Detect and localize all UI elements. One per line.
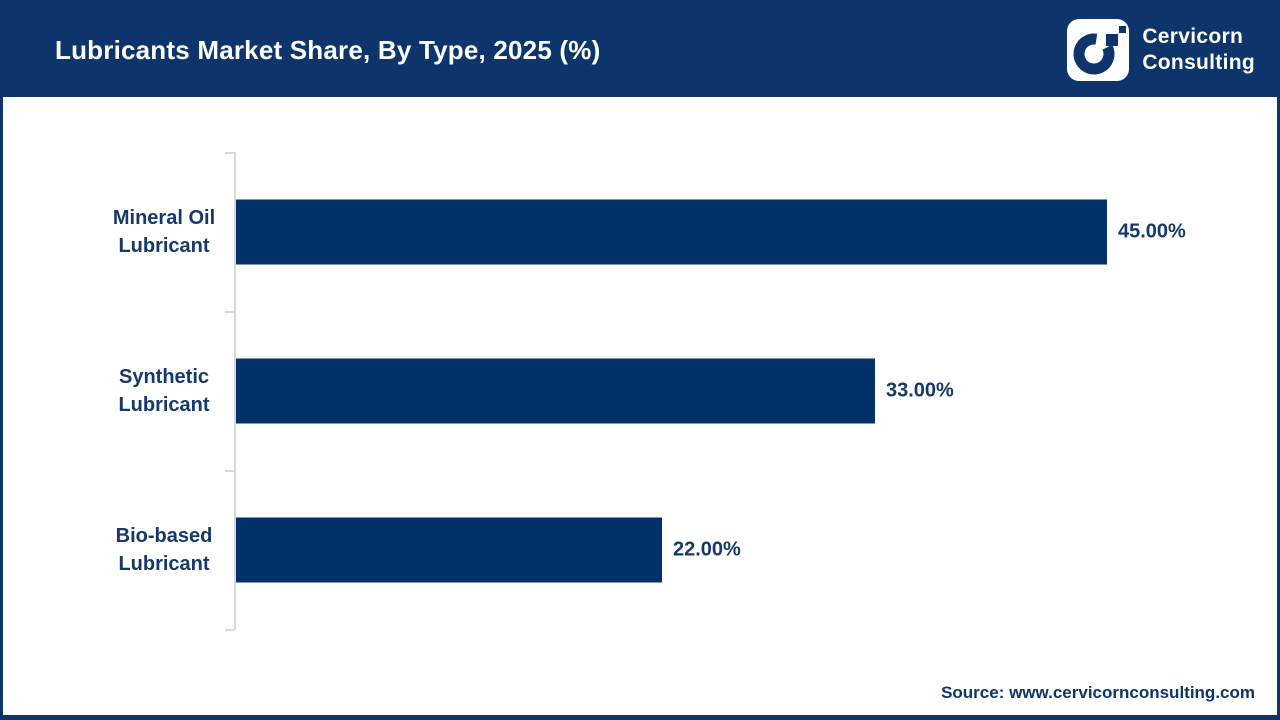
brand-name: Cervicorn Consulting <box>1142 24 1255 76</box>
category-label-line2: Lubricant <box>118 553 210 576</box>
bar-value-label: 33.00% <box>886 379 954 402</box>
category-label-line1: Bio-based <box>115 525 213 548</box>
category-axis-line <box>234 152 236 630</box>
axis-tick <box>225 629 234 631</box>
cervicorn-logo-icon <box>1067 19 1130 81</box>
bar-value-label: 22.00% <box>673 538 741 561</box>
brand-name-line2: Consulting <box>1142 51 1255 74</box>
plot-area: Mineral Oil Lubricant 45.00% Synthetic L… <box>3 152 1277 630</box>
axis-tick <box>225 311 234 313</box>
category-label: Mineral Oil Lubricant <box>79 204 249 260</box>
bar-row-synthetic: Synthetic Lubricant 33.00% <box>3 311 1277 470</box>
category-label-line1: Mineral Oil <box>112 206 216 229</box>
bar <box>236 358 875 424</box>
axis-tick <box>225 470 234 472</box>
brand-name-line1: Cervicorn <box>1142 25 1244 48</box>
bar <box>236 517 662 583</box>
category-label: Bio-based Lubricant <box>79 522 249 578</box>
category-label-line2: Lubricant <box>118 234 210 257</box>
category-label: Synthetic Lubricant <box>79 363 249 419</box>
bar <box>236 199 1107 265</box>
axis-tick <box>225 152 234 154</box>
bar-value-label: 45.00% <box>1118 220 1186 243</box>
bar-row-mineral-oil: Mineral Oil Lubricant 45.00% <box>3 152 1277 311</box>
brand-logo: Cervicorn Consulting <box>1067 19 1255 81</box>
chart-title: Lubricants Market Share, By Type, 2025 (… <box>55 34 601 65</box>
bar-row-bio-based: Bio-based Lubricant 22.00% <box>3 471 1277 630</box>
category-label-line2: Lubricant <box>118 393 210 416</box>
header: Lubricants Market Share, By Type, 2025 (… <box>3 3 1277 97</box>
source-attribution: Source: www.cervicornconsulting.com <box>941 683 1255 702</box>
category-label-line1: Synthetic <box>118 365 210 388</box>
